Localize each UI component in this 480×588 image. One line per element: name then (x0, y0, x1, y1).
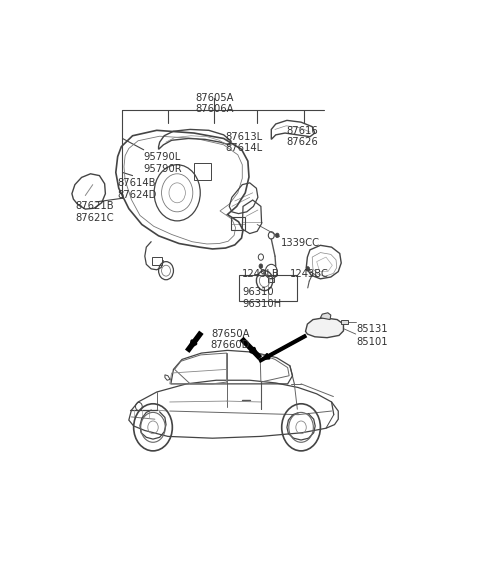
Text: 85131: 85131 (357, 323, 388, 333)
Polygon shape (305, 318, 344, 338)
Bar (152, 257, 162, 265)
Bar (231, 217, 245, 230)
Text: 1243BC: 1243BC (290, 269, 329, 279)
Polygon shape (321, 313, 331, 320)
Text: 1249LB: 1249LB (242, 269, 280, 279)
Text: 85101: 85101 (357, 337, 388, 347)
Text: 95790L
95790R: 95790L 95790R (144, 152, 182, 173)
Text: 87621B
87621C: 87621B 87621C (76, 201, 114, 222)
Text: 87650A
87660D: 87650A 87660D (211, 329, 250, 350)
Text: 87605A
87606A: 87605A 87606A (195, 93, 234, 114)
Text: 87616
87626: 87616 87626 (286, 126, 318, 148)
Circle shape (306, 266, 310, 271)
Text: 87613L
87614L: 87613L 87614L (226, 132, 263, 153)
Bar (268, 278, 274, 282)
Bar (341, 320, 348, 324)
Text: 96310
96310H: 96310 96310H (242, 287, 281, 309)
Circle shape (276, 233, 279, 238)
Text: 87614B
87624D: 87614B 87624D (118, 178, 157, 200)
Text: 1339CC: 1339CC (281, 238, 320, 248)
Circle shape (259, 264, 263, 268)
Bar (194, 163, 211, 180)
Bar (240, 275, 297, 302)
